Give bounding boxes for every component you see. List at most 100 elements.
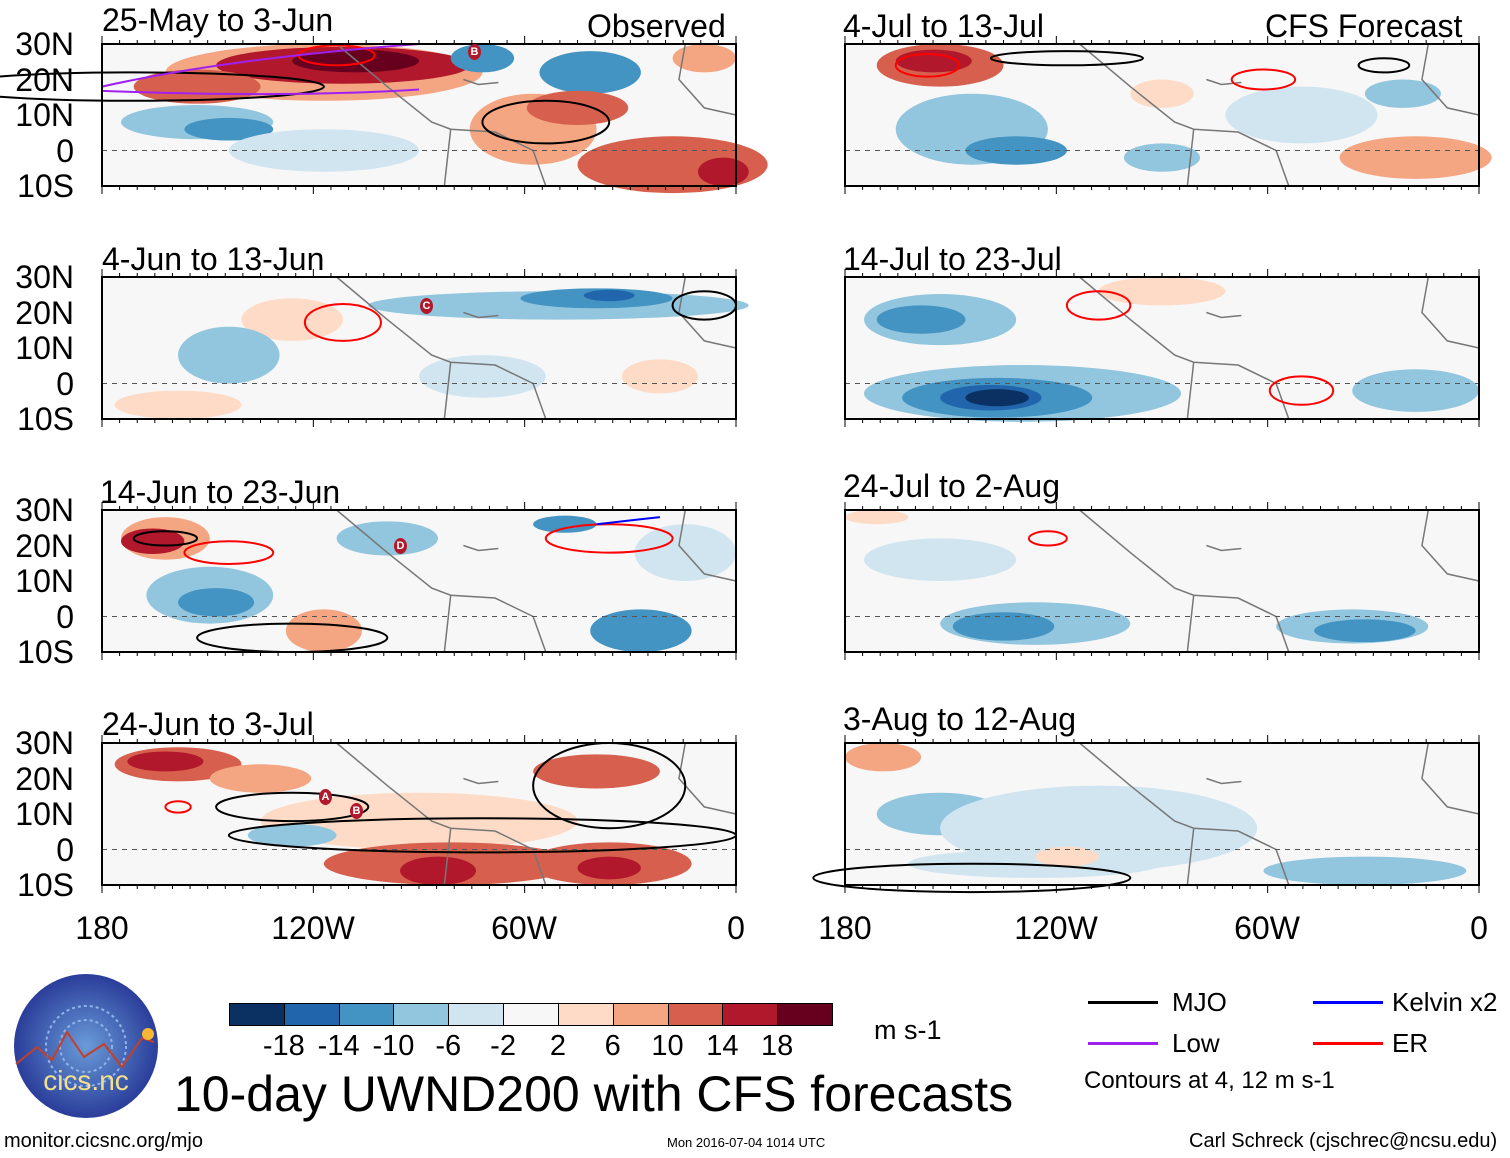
footer-url[interactable]: monitor.cicsnc.org/mjo xyxy=(4,1130,203,1152)
low-contour xyxy=(101,43,420,96)
legend-label: MJO xyxy=(1172,987,1227,1017)
anomaly-region xyxy=(1263,856,1467,885)
y-tick-label: 10N xyxy=(15,330,74,366)
figure-title: 10-day UWND200 with CFS forecasts xyxy=(174,1066,1014,1122)
coastline xyxy=(336,509,737,653)
anomaly-region xyxy=(533,754,660,789)
colorbar-swatch xyxy=(612,1003,669,1026)
colorbar-swatch xyxy=(722,1003,779,1026)
er-contour xyxy=(1027,530,1068,547)
anomaly-region xyxy=(1352,369,1479,412)
coastline xyxy=(336,276,737,420)
coastline xyxy=(1079,276,1480,420)
y-tick-label: 0 xyxy=(56,598,74,635)
er-contour xyxy=(1065,290,1132,321)
coastline xyxy=(1079,509,1480,653)
anomaly-region xyxy=(526,90,629,125)
anomaly-region xyxy=(539,51,641,94)
panel-title: 25-May to 3-Jun xyxy=(102,2,334,38)
logo-text: cics.nc xyxy=(43,1065,129,1096)
panel-title: 3-Aug to 12-Aug xyxy=(843,701,1077,737)
anomaly-region xyxy=(845,743,922,772)
panel-title: 4-Jul to 13-Jul xyxy=(843,8,1044,44)
colorbar-swatch xyxy=(283,1003,340,1026)
anomaly-region xyxy=(178,588,255,617)
storm-marker: B xyxy=(468,44,481,60)
y-tick-label: 10S xyxy=(17,634,74,670)
map-panel xyxy=(101,735,737,893)
column-label-observed: Observed xyxy=(587,8,726,44)
legend-line-er xyxy=(1313,1042,1383,1045)
anomaly-region xyxy=(419,355,546,398)
anomaly-region xyxy=(908,849,1162,878)
mjo-contour xyxy=(132,530,199,547)
legend-label: ER xyxy=(1392,1028,1429,1058)
anomaly-region xyxy=(1035,846,1099,867)
y-tick-label: 0 xyxy=(56,132,74,169)
colorbar-label: -6 xyxy=(435,1030,462,1062)
footer-timestamp: Mon 2016-07-04 1014 UTC xyxy=(667,1135,826,1150)
kelvin-contour xyxy=(596,516,661,526)
anomaly-region xyxy=(1098,277,1226,306)
legend-label: Kelvin x2 xyxy=(1392,987,1498,1017)
anomaly-region xyxy=(1314,619,1416,643)
map-panel xyxy=(101,269,749,427)
coastline xyxy=(336,43,737,187)
colorbar-swatch xyxy=(338,1003,395,1026)
x-tick-label: 0 xyxy=(1470,910,1488,946)
x-tick-label: 60W xyxy=(1234,910,1300,946)
anomaly-region xyxy=(114,390,242,419)
map-panel xyxy=(844,269,1480,427)
colorbar-swatch xyxy=(667,1003,724,1026)
colorbar-label: 2 xyxy=(549,1030,566,1062)
legend-label: Low xyxy=(1172,1028,1220,1058)
colorbar-label: -10 xyxy=(372,1030,415,1062)
er-contour xyxy=(183,540,275,565)
colorbar-swatch xyxy=(393,1003,450,1026)
colorbar-swatch xyxy=(557,1003,614,1026)
mjo-contour xyxy=(812,862,1132,894)
cicsnc-logo: cics.nc xyxy=(14,974,158,1118)
colorbar-units: m s-1 xyxy=(874,1015,942,1045)
panel-title: 14-Jun to 23-Jun xyxy=(100,474,341,510)
anomaly-region xyxy=(127,751,204,772)
y-tick-label: 10S xyxy=(17,867,74,903)
y-tick-label: 20N xyxy=(15,294,74,331)
anomaly-region xyxy=(697,157,749,186)
y-tick-label: 20N xyxy=(15,527,74,564)
y-tick-label: 30N xyxy=(15,259,74,295)
y-tick-label: 30N xyxy=(15,492,74,528)
y-tick-label: 10N xyxy=(15,796,74,832)
anomaly-region xyxy=(965,389,1029,407)
map-panel xyxy=(844,502,1480,660)
mjo-contour xyxy=(989,50,1144,67)
map-panel xyxy=(0,36,768,194)
y-tick-label: 10N xyxy=(15,563,74,599)
colorbar-swatch xyxy=(229,1003,285,1026)
storm-marker: B xyxy=(350,803,363,819)
anomaly-region xyxy=(133,69,261,104)
er-contour xyxy=(164,800,192,814)
anomaly-region xyxy=(1130,79,1194,108)
colorbar-label: 10 xyxy=(651,1030,684,1062)
anomaly-region xyxy=(209,764,312,793)
coastline xyxy=(1079,43,1480,187)
anomaly-region xyxy=(450,44,515,73)
anomaly-region xyxy=(895,49,972,73)
panel-title: 4-Jun to 13-Jun xyxy=(102,241,325,277)
y-tick-label: 30N xyxy=(15,725,74,761)
mjo-contour xyxy=(481,99,611,145)
y-tick-label: 20N xyxy=(15,61,74,98)
er-contour xyxy=(544,523,674,554)
storm-marker: A xyxy=(319,789,332,805)
y-tick-label: 0 xyxy=(56,831,74,868)
anomaly-region xyxy=(864,538,1017,581)
anomaly-region xyxy=(247,823,337,847)
anomaly-region xyxy=(621,359,698,394)
anomaly-region xyxy=(285,609,362,652)
colorbar-swatch xyxy=(503,1003,559,1026)
colorbar-label: 18 xyxy=(761,1030,794,1062)
colorbar-label: -18 xyxy=(262,1030,305,1062)
anomaly-region xyxy=(184,117,274,141)
